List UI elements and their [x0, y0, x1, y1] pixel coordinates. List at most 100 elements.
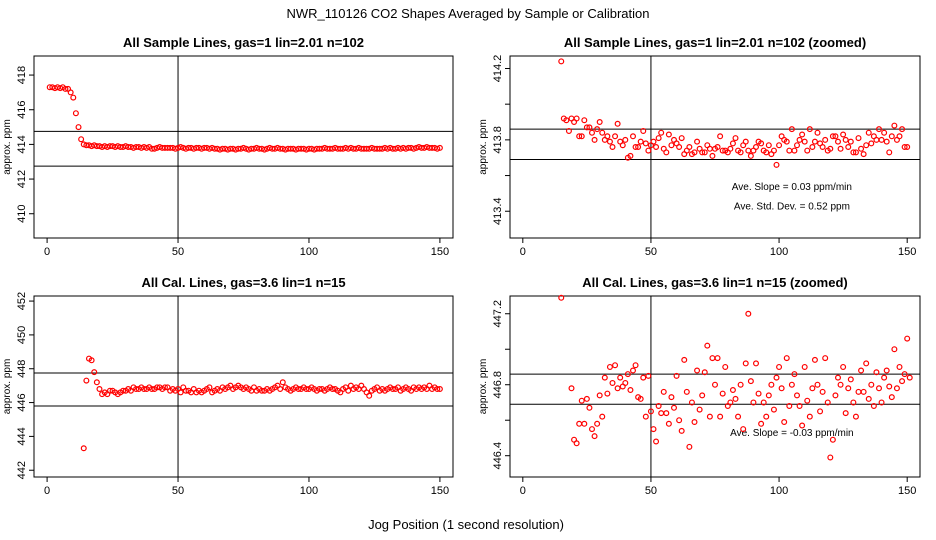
plot-frame: [33, 295, 454, 478]
data-point: [729, 387, 736, 394]
data-point: [665, 420, 672, 427]
data-point: [840, 363, 847, 370]
data-point: [78, 136, 85, 143]
data-point: [801, 363, 808, 370]
data-point: [799, 422, 806, 429]
x-tick-label: 0: [44, 246, 50, 258]
data-point: [258, 387, 265, 394]
data-point: [793, 142, 800, 149]
data-point: [627, 387, 634, 394]
data-point: [434, 386, 441, 393]
data-point: [678, 135, 685, 142]
data-point: [760, 399, 767, 406]
data-point: [558, 294, 565, 301]
data-point: [635, 144, 642, 151]
data-point: [822, 136, 829, 143]
data-point: [886, 149, 893, 156]
data-point: [650, 138, 657, 145]
data-point: [606, 138, 613, 145]
data-point: [653, 438, 660, 445]
data-point: [658, 410, 665, 417]
y-axis-label: approx. ppm: [478, 119, 489, 175]
data-point: [637, 395, 644, 402]
data-point: [873, 136, 880, 143]
data-point: [834, 374, 841, 381]
data-point: [578, 397, 585, 404]
data-point: [740, 426, 747, 433]
data-point: [765, 142, 772, 149]
panel-cal-lines: All Cal. Lines, gas=3.6 lin=1 n=15 0 50 100…: [2, 275, 454, 497]
data-point: [573, 115, 580, 122]
panel-title: All Sample Lines, gas=1 lin=2.01 n=102: [123, 35, 364, 50]
y-tick-label: 416: [16, 101, 28, 119]
data-point: [686, 144, 693, 151]
data-point: [806, 126, 813, 133]
data-point: [786, 403, 793, 410]
x-tick-label: 50: [645, 246, 657, 258]
data-point: [606, 363, 613, 370]
data-point: [881, 374, 888, 381]
y-tick-label: 410: [16, 205, 28, 223]
data-point: [875, 385, 882, 392]
data-point: [732, 135, 739, 142]
data-point: [614, 120, 621, 127]
data-point: [62, 85, 69, 92]
data-point: [617, 374, 624, 381]
data-point: [809, 144, 816, 151]
data-point: [696, 406, 703, 413]
data-point: [791, 147, 798, 154]
data-point: [586, 124, 593, 131]
data-point: [645, 147, 652, 154]
data-point: [804, 397, 811, 404]
data-point: [686, 443, 693, 450]
data-point: [752, 360, 759, 367]
data-point: [822, 355, 829, 362]
data-point: [763, 149, 770, 156]
data-point: [847, 376, 854, 383]
data-points: [46, 84, 443, 153]
data-point: [120, 387, 127, 394]
data-point: [609, 144, 616, 151]
data-point: [745, 310, 752, 317]
data-point: [893, 385, 900, 392]
data-point: [788, 381, 795, 388]
data-point: [148, 386, 155, 393]
y-tick-label: 442: [16, 461, 28, 479]
data-point: [345, 387, 352, 394]
data-point: [655, 403, 662, 410]
data-point: [366, 392, 373, 399]
data-point: [647, 408, 654, 415]
data-point: [140, 386, 147, 393]
data-point: [845, 144, 852, 151]
data-point: [814, 129, 821, 136]
x-tick-label: 150: [431, 485, 449, 497]
data-point: [770, 406, 777, 413]
data-point: [93, 379, 100, 386]
data-point: [663, 410, 670, 417]
data-point: [161, 384, 168, 391]
y-tick-label: 413.4: [492, 197, 504, 225]
data-point: [637, 138, 644, 145]
data-point: [612, 133, 619, 140]
data-point: [650, 426, 657, 433]
x-tick-label: 150: [898, 246, 916, 258]
data-point: [594, 126, 601, 133]
data-point: [758, 140, 765, 147]
data-point: [776, 142, 783, 149]
data-point: [645, 372, 652, 379]
data-point: [655, 135, 662, 142]
data-point: [796, 403, 803, 410]
data-point: [614, 385, 621, 392]
data-point: [837, 145, 844, 152]
data-point: [591, 433, 598, 440]
y-tick-label: 446.8: [492, 371, 504, 399]
data-point: [817, 408, 824, 415]
x-tick-label: 100: [770, 246, 788, 258]
data-point: [558, 58, 565, 65]
data-point: [668, 394, 675, 401]
data-point: [814, 381, 821, 388]
data-point: [888, 133, 895, 140]
data-point: [182, 387, 189, 394]
data-point: [612, 362, 619, 369]
data-point: [70, 94, 77, 101]
